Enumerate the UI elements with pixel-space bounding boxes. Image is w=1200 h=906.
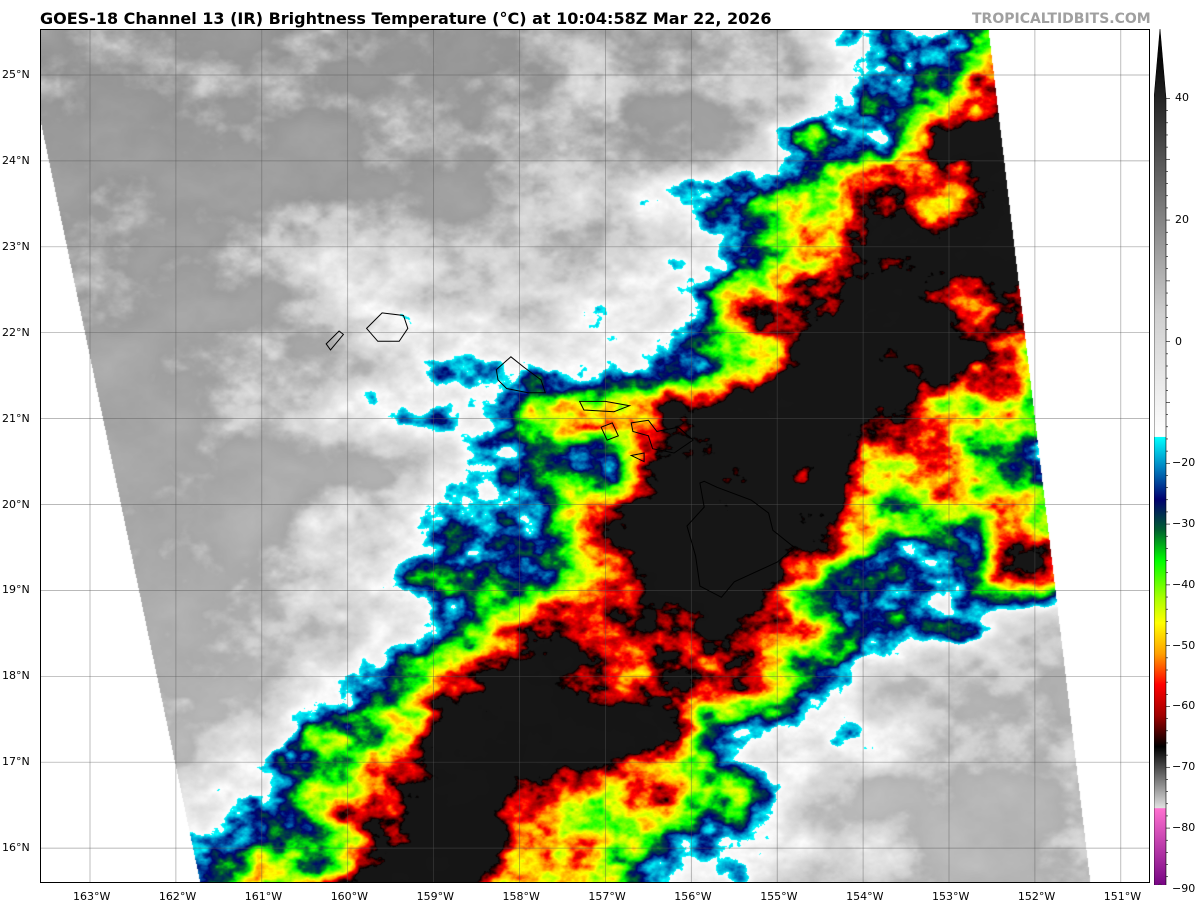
colorbar-gradient xyxy=(1154,29,1167,885)
latitude-tick-label: 17°N xyxy=(2,755,30,769)
longitude-tick-label: 160°W xyxy=(330,890,369,903)
coastline-kahoolawe xyxy=(629,452,645,463)
latitude-tick-label: 25°N xyxy=(2,68,30,81)
colorbar-tick-label: −80 xyxy=(1172,821,1196,835)
longitude-tick-label: 158°W xyxy=(502,890,540,903)
longitude-tick-label: 157°W xyxy=(588,890,626,903)
longitude-tick-label: 161°W xyxy=(244,890,283,903)
colorbar-tick-label: −30 xyxy=(1172,517,1196,531)
map-title: GOES-18 Channel 13 (IR) Brightness Tempe… xyxy=(40,9,772,28)
colorbar-tick-label: −70 xyxy=(1172,760,1196,774)
longitude-tick-label: 162°W xyxy=(158,890,197,903)
watermark: TROPICALTIDBITS.COM xyxy=(972,11,1151,27)
longitude-tick-label: 151°W xyxy=(1103,890,1142,903)
longitude-tick-label: 152°W xyxy=(1017,890,1056,903)
colorbar-tick-label: 0 xyxy=(1175,334,1182,348)
colorbar-tick-label: −90 xyxy=(1172,881,1196,895)
colorbar-tick-label: 20 xyxy=(1175,213,1189,227)
latitude-tick-label: 24°N xyxy=(2,153,30,167)
latitude-tick-label: 23°N xyxy=(2,239,30,253)
longitude-tick-label: 153°W xyxy=(932,890,970,903)
satellite-ir-image xyxy=(40,29,1150,883)
colorbar-tick-label: 40 xyxy=(1175,91,1189,105)
map-overlay xyxy=(40,29,1150,883)
colorbar-tick-label: −20 xyxy=(1172,456,1196,470)
longitude-tick-label: 156°W xyxy=(674,890,712,903)
latitude-tick-label: 18°N xyxy=(2,669,30,683)
coastline-niihau xyxy=(325,330,345,351)
latitude-tick-label: 21°N xyxy=(2,411,30,425)
longitude-tick-label: 163°W xyxy=(73,890,111,903)
latitude-tick-label: 20°N xyxy=(2,497,30,511)
latitude-tick-label: 19°N xyxy=(2,583,30,597)
longitude-tick-label: 154°W xyxy=(846,890,884,903)
latitude-tick-label: 22°N xyxy=(2,325,30,339)
colorbar-tick-label: −40 xyxy=(1172,577,1196,591)
coastline-molokai xyxy=(578,400,632,413)
map-frame xyxy=(40,29,1150,883)
latitude-tick-label: 16°N xyxy=(2,841,30,855)
longitude-tick-label: 155°W xyxy=(760,890,798,903)
colorbar xyxy=(1154,29,1170,885)
coastline-big-island xyxy=(686,480,796,598)
colorbar-tick-label: −50 xyxy=(1172,638,1196,652)
coastline-lanai xyxy=(600,422,619,441)
coastline-maui xyxy=(630,419,694,454)
colorbar-tick-label: −60 xyxy=(1172,699,1196,713)
coastline-kauai xyxy=(365,312,409,342)
longitude-tick-label: 159°W xyxy=(416,890,454,903)
coastline-oahu xyxy=(495,356,546,394)
